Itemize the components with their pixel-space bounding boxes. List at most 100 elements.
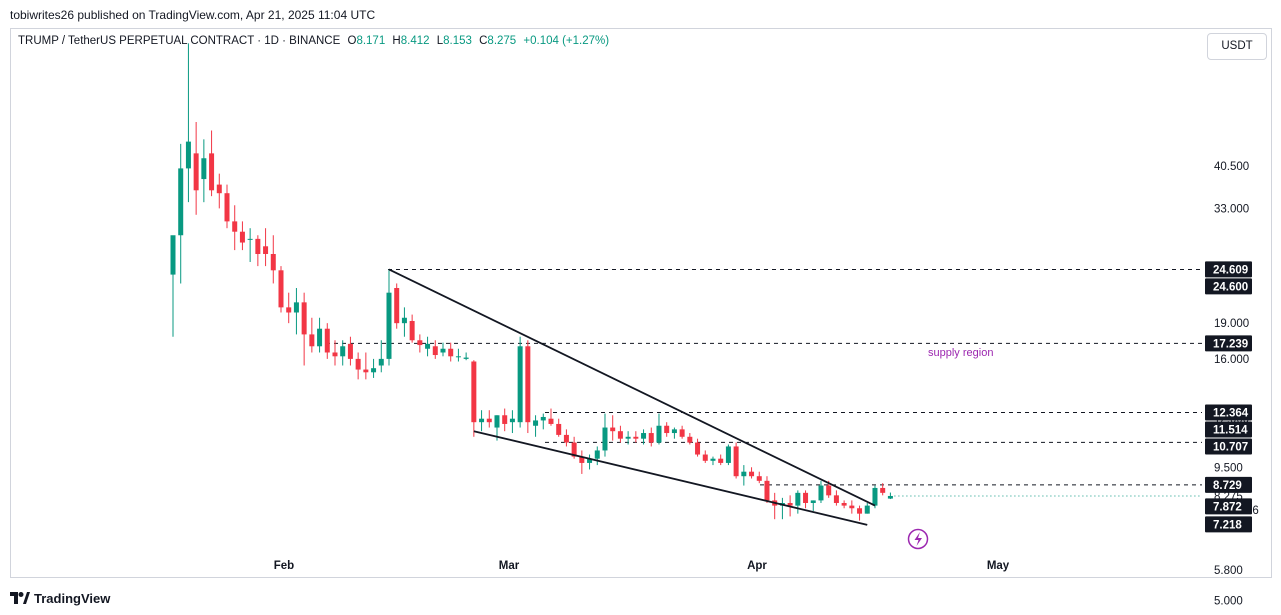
- candle-body: [386, 292, 392, 359]
- candle-body: [656, 425, 662, 443]
- candle-body: [540, 416, 546, 421]
- top-bar: tobiwrites26 published on TradingView.co…: [0, 0, 1281, 28]
- lightning-icon[interactable]: [907, 528, 929, 550]
- close-label: C: [479, 35, 488, 47]
- candle: [671, 427, 677, 439]
- candle-body: [664, 425, 670, 434]
- price-axis-label: 5.000: [1214, 596, 1243, 608]
- candle: [857, 505, 863, 521]
- candle-body: [880, 487, 886, 493]
- candle: [764, 476, 770, 503]
- low-label: L: [436, 35, 444, 47]
- candle: [864, 502, 870, 514]
- candle-body: [872, 487, 878, 506]
- candle-body: [463, 357, 469, 359]
- candle: [440, 342, 446, 357]
- symbol-legend: TRUMP / TetherUS PERPETUAL CONTRACT · 1D…: [18, 35, 609, 47]
- candle: [247, 228, 253, 262]
- candle: [486, 410, 492, 428]
- candle-body: [201, 158, 207, 180]
- candle: [779, 497, 785, 520]
- price-tag: 7.872: [1205, 498, 1252, 515]
- candle: [579, 450, 585, 474]
- candle-body: [494, 415, 500, 428]
- candle-body: [471, 361, 477, 423]
- candle: [517, 336, 523, 428]
- candle-body: [170, 235, 176, 275]
- candle-body: [741, 471, 747, 477]
- candle-body: [818, 485, 824, 501]
- candle-body: [671, 429, 677, 434]
- candle: [687, 433, 693, 445]
- candle-body: [309, 334, 315, 347]
- candle-body: [810, 500, 816, 503]
- candle-body: [417, 340, 423, 346]
- price-tag: 24.609: [1205, 261, 1252, 278]
- candle-body: [509, 418, 515, 423]
- candle: [664, 422, 670, 437]
- candle-body: [695, 442, 701, 455]
- candle-body: [378, 358, 384, 366]
- open-value: 8.171: [356, 35, 386, 47]
- candle: [556, 418, 562, 437]
- candle-body: [293, 302, 299, 313]
- candle-body: [185, 141, 191, 169]
- high-value: 8.412: [400, 35, 430, 47]
- price-tag-box: [1205, 421, 1252, 438]
- candle: [594, 446, 600, 466]
- candle: [610, 415, 616, 441]
- tradingview-brand[interactable]: TradingView: [34, 590, 111, 606]
- candle-body: [486, 418, 492, 423]
- candle: [502, 408, 508, 432]
- candle: [255, 235, 261, 267]
- trendline: [473, 430, 868, 526]
- candle: [347, 336, 353, 366]
- price-tag-text: 7.872: [1213, 501, 1242, 513]
- close-value: 8.275: [487, 35, 517, 47]
- candle-body: [702, 454, 708, 461]
- candle-body: [371, 368, 377, 373]
- candle: [810, 500, 816, 511]
- price-tag: 17.239: [1205, 335, 1252, 352]
- candle-body: [178, 168, 184, 236]
- candle: [394, 283, 400, 329]
- candle: [239, 221, 245, 251]
- price-tag-text: 11.514: [1213, 424, 1248, 436]
- price-tag-text: 24.600: [1213, 281, 1248, 293]
- candle: [309, 317, 315, 353]
- candle-body: [502, 415, 508, 424]
- candle: [317, 317, 323, 353]
- candle-body: [556, 423, 562, 435]
- price-tag: 10.707: [1205, 438, 1252, 455]
- candle: [772, 492, 778, 520]
- currency-button[interactable]: USDT: [1207, 33, 1267, 60]
- price-axis-label: 9.500: [1214, 462, 1243, 474]
- price-tag-text: 8.729: [1213, 480, 1242, 492]
- candle-body: [587, 458, 593, 463]
- candle-body: [787, 502, 793, 506]
- price-tag-box: [1205, 404, 1252, 421]
- candle: [710, 456, 716, 466]
- candle-body: [270, 253, 276, 271]
- candle: [409, 314, 415, 343]
- candle: [371, 358, 377, 378]
- candle-body: [648, 433, 654, 443]
- candle: [401, 307, 407, 337]
- candle-body: [340, 346, 346, 357]
- candle: [695, 438, 701, 457]
- candle-body: [633, 436, 639, 439]
- candle: [448, 342, 454, 362]
- candle-body: [263, 246, 269, 254]
- candle-body: [610, 427, 616, 432]
- chart-frame: [10, 28, 1272, 578]
- candle-body: [440, 348, 446, 353]
- candle: [386, 269, 392, 366]
- candle: [563, 429, 569, 447]
- candle: [587, 454, 593, 470]
- price-tag-text: 7.218: [1213, 519, 1242, 531]
- symbol-name[interactable]: TRUMP / TetherUS PERPETUAL CONTRACT · 1D…: [18, 35, 341, 47]
- candle-body: [857, 508, 863, 514]
- candle-body: [710, 458, 716, 461]
- candle: [193, 122, 199, 215]
